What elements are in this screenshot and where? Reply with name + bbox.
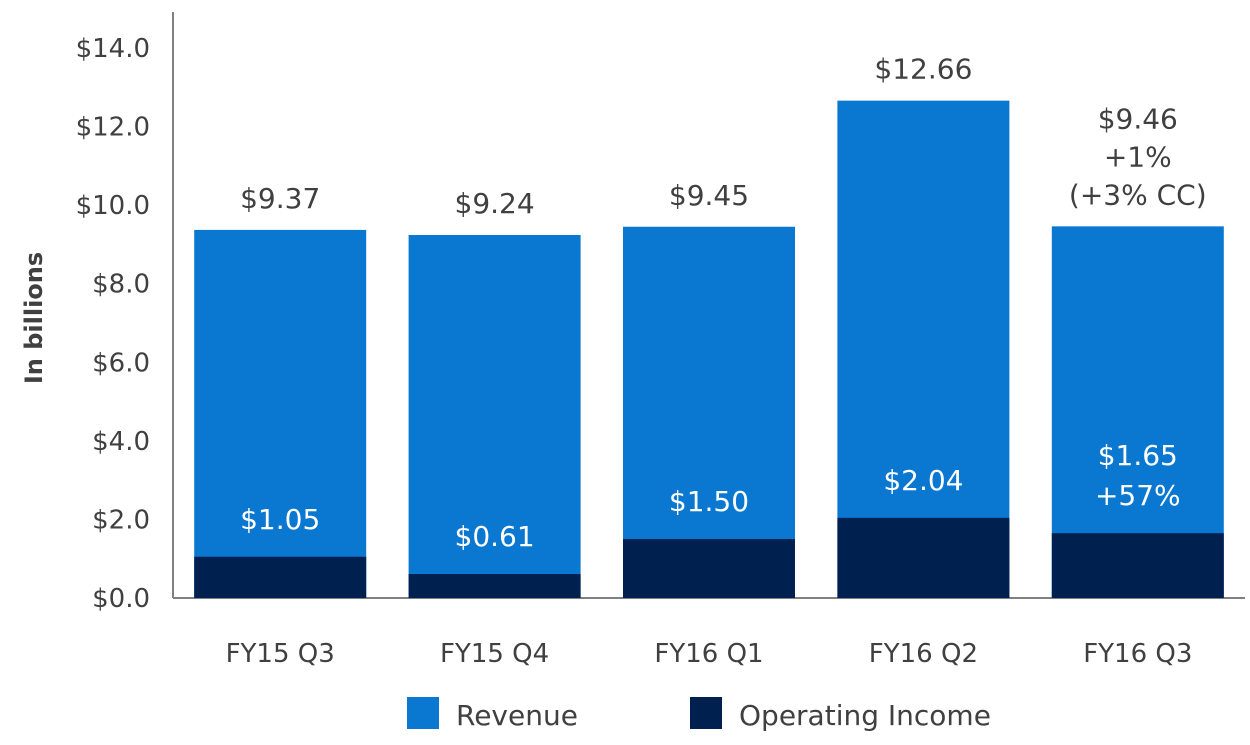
operating-income-data-label: $1.50	[669, 485, 749, 518]
revenue-data-label: $12.66	[874, 53, 972, 86]
x-category-label: FY15 Q4	[440, 639, 549, 669]
y-tick-label: $8.0	[92, 270, 150, 300]
y-axis-label: In billions	[20, 252, 48, 384]
operating-income-data-label: $2.04	[883, 464, 963, 497]
revenue-data-label: $9.37	[240, 182, 320, 215]
data-labels-group: $9.37 $1.05 $9.24 $0.61 $9.45 $1.50 $12.66 $2.0…	[240, 53, 1207, 553]
y-tick-label: $10.0	[76, 191, 150, 221]
x-category-label: FY15 Q3	[226, 639, 335, 669]
x-axis-categories: FY15 Q3 FY15 Q4 FY16 Q1 FY16 Q2 FY16 Q3	[226, 639, 1193, 669]
operating-income-bar	[837, 517, 1010, 598]
operating-income-data-label: $1.65	[1098, 439, 1178, 472]
y-tick-label: $4.0	[92, 427, 150, 457]
legend-label-operating-income: Operating Income	[739, 699, 991, 732]
y-tick-label: $6.0	[92, 348, 150, 378]
legend: Revenue Operating Income	[407, 697, 991, 732]
y-axis-ticks: $0.0 $2.0 $4.0 $6.0 $8.0 $10.0 $12.0 $14.0	[76, 34, 150, 614]
y-tick-label: $0.0	[92, 584, 150, 614]
bars-group	[194, 100, 1224, 599]
operating-income-bar	[194, 556, 367, 598]
revenue-bar	[837, 100, 1010, 599]
revenue-bar	[623, 226, 795, 598]
legend-swatch-revenue	[407, 697, 439, 729]
revenue-bar	[194, 229, 367, 598]
revenue-data-label: (+3% CC)	[1069, 178, 1207, 211]
operating-income-bar	[1051, 533, 1224, 598]
operating-income-bar	[623, 539, 795, 598]
revenue-data-label: $9.45	[669, 179, 749, 212]
revenue-data-label: $9.24	[455, 187, 535, 220]
revenue-data-label: $9.46	[1098, 102, 1178, 135]
operating-income-data-label: $0.61	[455, 520, 535, 553]
x-category-label: FY16 Q2	[869, 639, 978, 669]
operating-income-data-label: $1.05	[240, 503, 320, 536]
y-tick-label: $14.0	[76, 34, 150, 64]
operating-income-bar	[408, 574, 581, 598]
y-tick-label: $2.0	[92, 505, 150, 535]
x-category-label: FY16 Q3	[1083, 639, 1192, 669]
operating-income-data-label: +57%	[1095, 479, 1181, 512]
y-tick-label: $12.0	[76, 113, 150, 143]
legend-swatch-operating-income	[690, 697, 722, 729]
legend-label-revenue: Revenue	[456, 699, 578, 732]
revenue-bar	[408, 235, 581, 598]
revenue-data-label: +1%	[1104, 140, 1172, 173]
x-category-label: FY16 Q1	[654, 639, 763, 669]
